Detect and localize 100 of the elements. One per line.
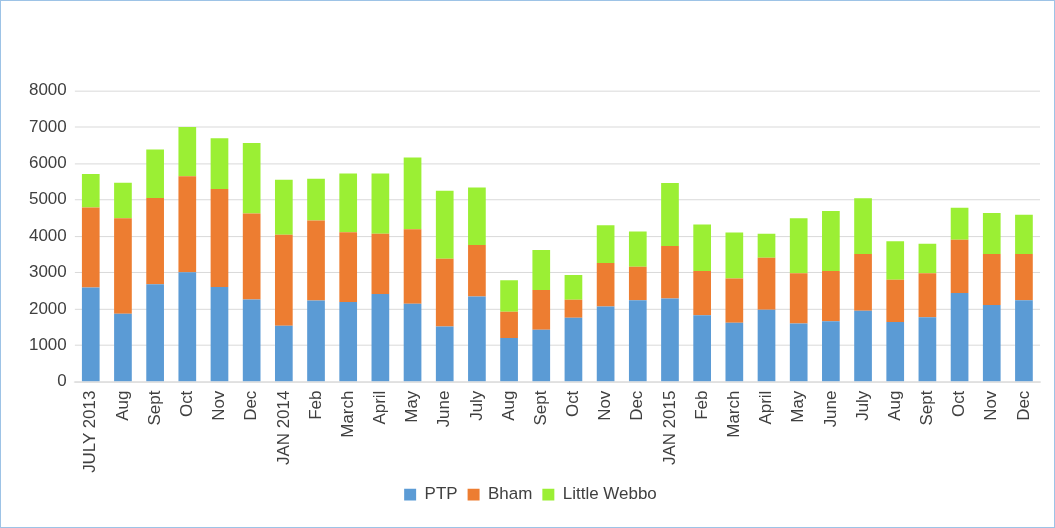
bar — [435, 258, 454, 327]
bar — [532, 329, 551, 382]
bar — [822, 211, 840, 272]
x-tick-label: Sept — [917, 390, 937, 426]
y-tick-label: 1000 — [28, 335, 67, 354]
bar — [693, 271, 711, 316]
bar — [789, 323, 808, 382]
bar — [403, 157, 422, 230]
bar — [725, 232, 744, 279]
legend-label: Little Webbo — [562, 484, 657, 504]
bar — [628, 300, 647, 382]
x-tick-label: JAN 2015 — [659, 390, 679, 465]
bar — [854, 310, 872, 382]
bar — [693, 315, 711, 382]
bar — [81, 287, 100, 382]
bar — [307, 300, 325, 382]
bar — [307, 178, 325, 221]
x-tick-label: Oct — [176, 390, 196, 417]
x-tick-label: Sept — [530, 390, 550, 426]
x-tick-label: Aug — [112, 390, 132, 421]
bar — [81, 207, 100, 288]
bar — [403, 303, 422, 382]
bar — [757, 233, 776, 258]
bar — [596, 263, 615, 307]
bar — [564, 299, 583, 318]
bar — [757, 257, 776, 310]
bar — [950, 239, 969, 293]
y-tick-label: 0 — [57, 371, 67, 391]
bar — [146, 284, 164, 382]
legend-label: PTP — [424, 484, 458, 504]
bar — [339, 302, 358, 382]
x-tick-label: Nov — [981, 390, 1001, 421]
bar — [725, 278, 744, 323]
bar — [950, 292, 969, 382]
bar — [822, 321, 840, 382]
x-tick-label: July — [852, 390, 872, 421]
bar — [146, 197, 164, 285]
bar — [274, 325, 293, 382]
x-tick-label: April — [756, 390, 776, 425]
bar — [403, 229, 422, 304]
y-tick-label: 6000 — [28, 153, 67, 173]
bar — [789, 273, 808, 324]
x-tick-label: Dec — [627, 390, 647, 421]
bar — [210, 287, 229, 382]
x-tick-label: April — [370, 390, 390, 425]
bar — [661, 183, 679, 246]
bar — [918, 317, 937, 382]
bar — [950, 207, 969, 240]
bar — [114, 218, 132, 314]
bar — [596, 306, 615, 382]
bar — [854, 198, 872, 255]
bar — [532, 290, 551, 330]
x-tick-label: Nov — [595, 390, 615, 421]
bar — [468, 187, 486, 245]
x-tick-label: March — [337, 390, 357, 438]
bar — [693, 224, 711, 272]
y-tick-label: 5000 — [28, 189, 67, 209]
bar — [371, 294, 390, 382]
bar — [1015, 254, 1033, 301]
y-tick-label: 3000 — [28, 262, 67, 282]
bar — [725, 322, 744, 382]
bar — [242, 213, 261, 300]
bar — [242, 299, 261, 382]
legend-label: Bham — [488, 484, 533, 504]
bar — [339, 232, 358, 303]
bar — [982, 212, 1001, 255]
x-tick-label: March — [724, 390, 744, 438]
bar — [210, 138, 229, 189]
x-tick-label: Aug — [498, 390, 518, 421]
bar — [178, 272, 197, 382]
x-tick-label: May — [788, 390, 808, 423]
bar — [886, 279, 905, 323]
bar — [886, 322, 905, 382]
x-tick-label: JAN 2014 — [273, 390, 293, 465]
y-tick-label: 8000 — [28, 80, 67, 100]
x-tick-label: Feb — [691, 390, 711, 420]
bar — [500, 338, 518, 382]
bar — [435, 326, 454, 382]
x-tick-label: Feb — [305, 390, 325, 420]
bar — [596, 225, 615, 264]
bar — [532, 250, 551, 291]
bar — [468, 244, 486, 297]
x-tick-label: Oct — [949, 390, 969, 417]
bar — [371, 233, 390, 295]
bar — [789, 218, 808, 274]
bar — [307, 220, 325, 301]
bar — [982, 304, 1001, 382]
bar — [178, 127, 197, 177]
x-tick-label: Dec — [1013, 390, 1033, 421]
bar — [81, 173, 100, 208]
bar — [274, 179, 293, 235]
bar — [854, 254, 872, 311]
bar — [661, 298, 679, 382]
bar — [242, 143, 261, 214]
x-tick-label: Nov — [209, 390, 229, 421]
x-tick-label: JULY 2013 — [80, 390, 100, 473]
bar — [468, 296, 486, 382]
bar — [435, 190, 454, 259]
bar — [982, 254, 1001, 305]
bar — [628, 266, 647, 301]
